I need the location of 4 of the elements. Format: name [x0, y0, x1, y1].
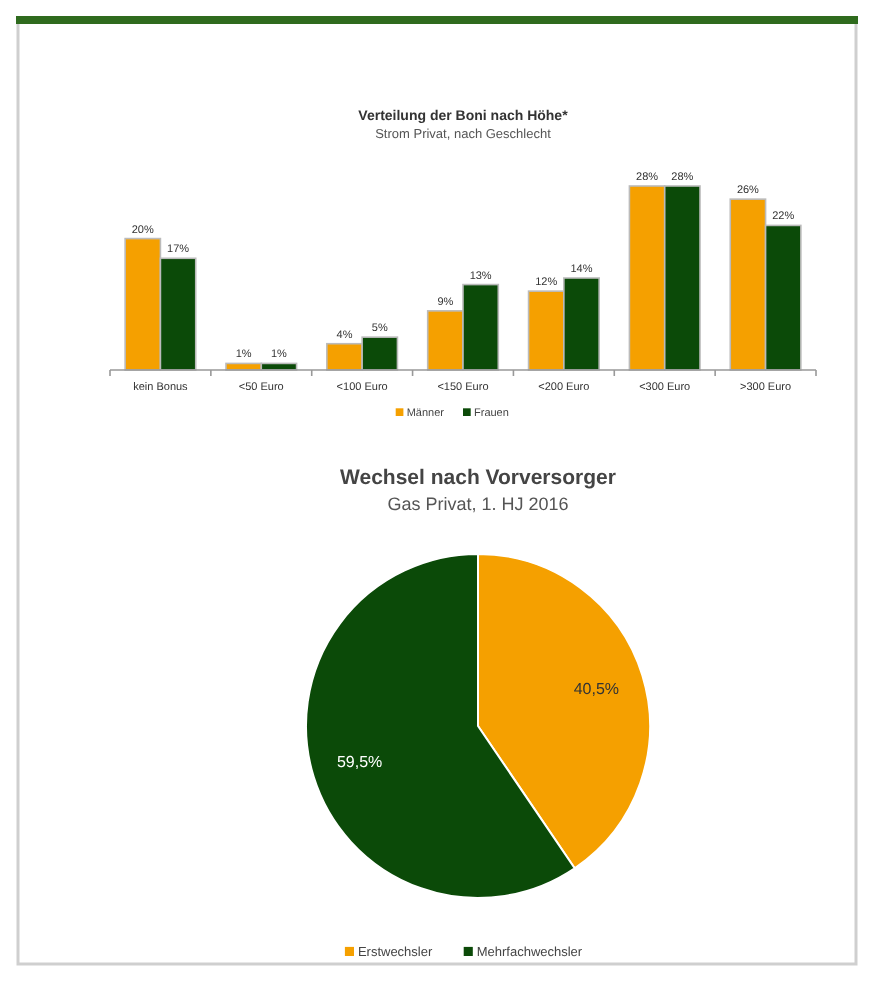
data-label: 40,5%	[573, 679, 620, 698]
chart-title: Wechsel nach Vorversorger	[340, 466, 616, 490]
data-label: 59,5%	[336, 752, 383, 771]
chart-subtitle: Gas Privat, 1. HJ 2016	[387, 494, 569, 514]
